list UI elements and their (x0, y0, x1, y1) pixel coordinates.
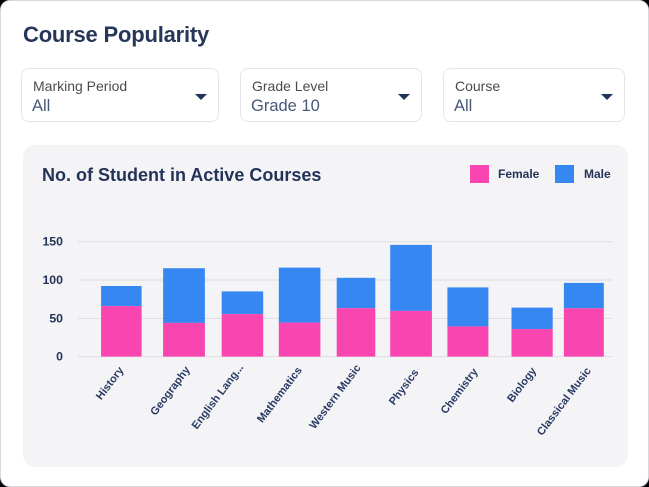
svg-text:Mathematics: Mathematics (255, 365, 305, 425)
svg-text:History: History (94, 364, 127, 402)
svg-text:50: 50 (49, 311, 63, 325)
svg-text:English Lang...: English Lang... (190, 362, 247, 432)
svg-text:0: 0 (56, 350, 63, 364)
svg-text:Chemistry: Chemistry (439, 366, 481, 417)
svg-text:Classical Music: Classical Music (535, 365, 594, 438)
svg-text:Male: Male (584, 167, 611, 181)
svg-text:150: 150 (42, 235, 63, 249)
svg-text:Western Music: Western Music (307, 362, 363, 431)
svg-text:Geography: Geography (148, 364, 193, 418)
svg-text:Physics: Physics (387, 367, 422, 407)
svg-text:100: 100 (42, 273, 63, 287)
svg-text:Female: Female (498, 167, 540, 181)
svg-text:Biology: Biology (505, 365, 539, 405)
